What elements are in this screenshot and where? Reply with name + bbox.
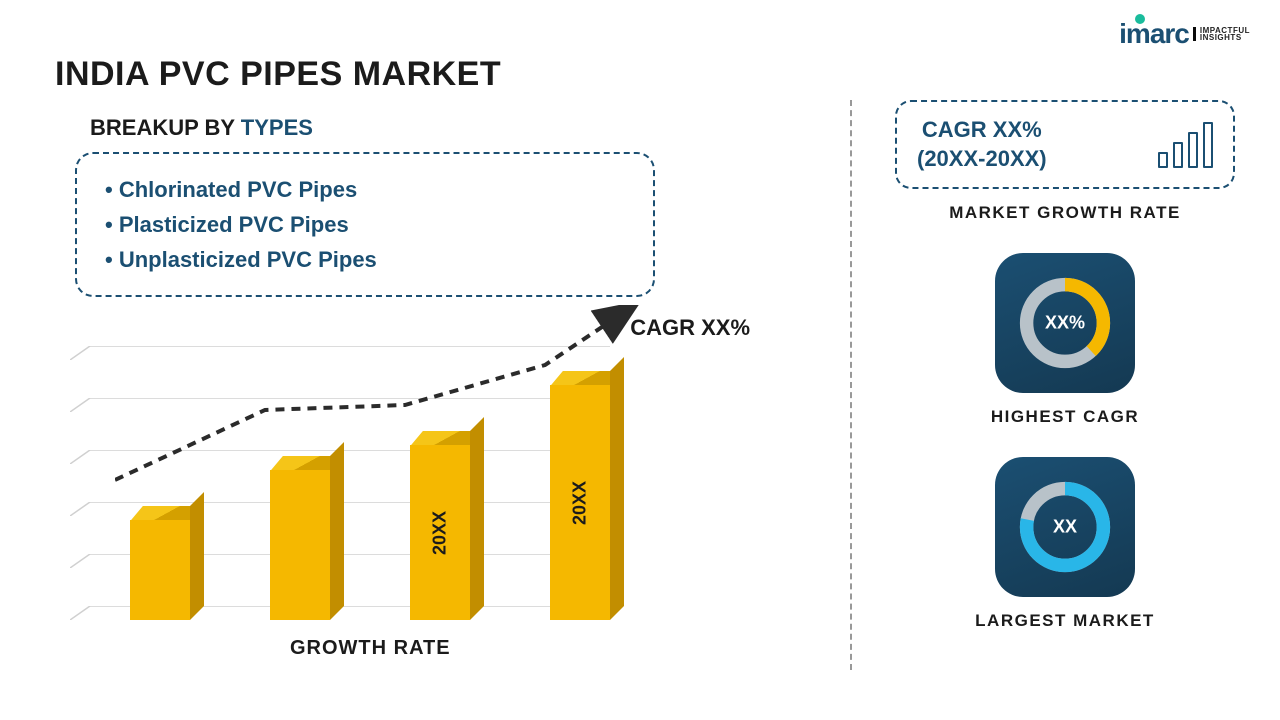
largest-market-label: LARGEST MARKET <box>895 611 1235 631</box>
highest-cagr-donut: XX% <box>1017 275 1113 371</box>
brand-logo: imarc IMPACTFUL INSIGHTS <box>1119 18 1250 50</box>
subtitle-prefix: BREAKUP BY <box>90 115 241 140</box>
highest-cagr-value: XX% <box>1045 313 1085 334</box>
subtitle-highlight: TYPES <box>241 115 313 140</box>
logo-main-text: imarc <box>1119 18 1189 50</box>
largest-market-donut: XX <box>1017 479 1113 575</box>
cagr-summary-box: CAGR XX% (20XX-20XX) <box>895 100 1235 189</box>
logo-subtext: IMPACTFUL INSIGHTS <box>1193 27 1250 41</box>
breakup-subtitle: BREAKUP BY TYPES <box>90 115 313 141</box>
market-growth-rate-label: MARKET GROWTH RATE <box>895 203 1235 223</box>
list-item: Plasticized PVC Pipes <box>105 207 625 242</box>
x-axis-label: GROWTH RATE <box>290 637 451 660</box>
list-item: Chlorinated PVC Pipes <box>105 172 625 207</box>
types-list: Chlorinated PVC Pipes Plasticized PVC Pi… <box>105 172 625 278</box>
cagr-line1: CAGR XX% <box>922 117 1042 142</box>
bar-label: 20XX <box>430 510 451 554</box>
highest-cagr-tile: XX% <box>995 253 1135 393</box>
cagr-line2: (20XX-20XX) <box>917 146 1047 171</box>
trend-line <box>115 305 655 505</box>
cagr-summary-text: CAGR XX% (20XX-20XX) <box>917 116 1047 173</box>
vertical-divider <box>850 100 852 670</box>
side-panel: CAGR XX% (20XX-20XX) MARKET GROWTH RATE … <box>895 100 1235 631</box>
largest-market-tile: XX <box>995 457 1135 597</box>
bars-icon <box>1158 122 1213 168</box>
cagr-line-label: CAGR XX% <box>630 315 750 341</box>
largest-market-value: XX <box>1053 517 1077 538</box>
chart-bar <box>130 520 190 620</box>
highest-cagr-label: HIGHEST CAGR <box>895 407 1235 427</box>
growth-chart: 20XX20XX CAGR XX% GROWTH RATE <box>70 330 710 660</box>
logo-dot-icon <box>1135 14 1145 24</box>
types-box: Chlorinated PVC Pipes Plasticized PVC Pi… <box>75 152 655 297</box>
page-title: INDIA PVC PIPES MARKET <box>55 55 501 94</box>
logo-sub-line-2: INSIGHTS <box>1200 34 1250 41</box>
list-item: Unplasticized PVC Pipes <box>105 242 625 277</box>
